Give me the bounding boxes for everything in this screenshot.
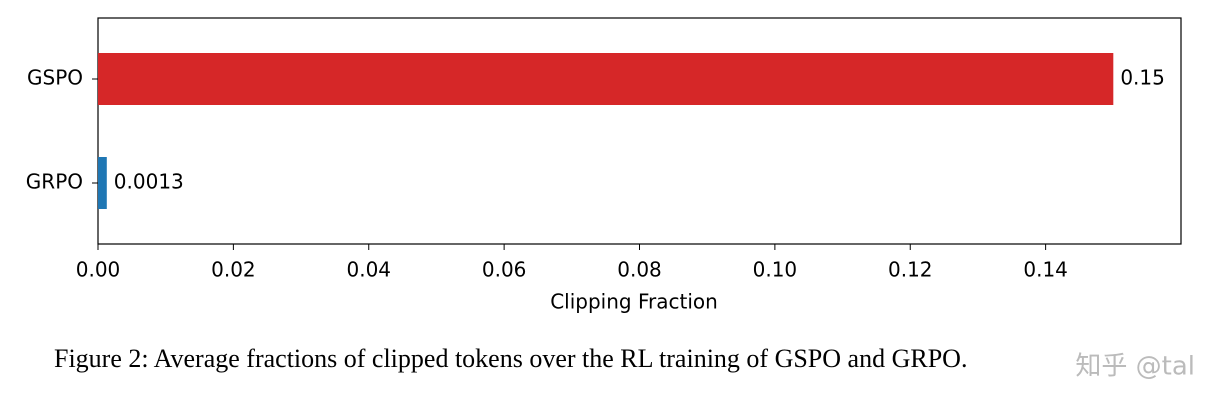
- x-tick-label: 0.08: [617, 258, 662, 282]
- bar: [98, 53, 1114, 105]
- x-tick-label: 0.04: [346, 258, 391, 282]
- caption: Figure 2: Average fractions of clipped t…: [54, 344, 967, 373]
- x-tick-label: 0.06: [482, 258, 527, 282]
- watermark: 知乎 @tal: [1075, 352, 1195, 382]
- x-tick-label: 0.10: [753, 258, 798, 282]
- x-tick-label: 0.02: [211, 258, 256, 282]
- x-tick-label: 0.00: [76, 258, 121, 282]
- value-label: 0.0013: [114, 170, 184, 194]
- x-tick-label: 0.14: [1023, 258, 1068, 282]
- plot-frame: [97, 17, 1182, 245]
- bar: [98, 157, 107, 209]
- x-axis-label: Clipping Fraction: [550, 290, 718, 314]
- x-tick-label: 0.12: [888, 258, 933, 282]
- y-tick-label: GSPO: [27, 66, 83, 90]
- y-tick-label: GRPO: [26, 170, 83, 194]
- value-label: 0.15: [1120, 66, 1165, 90]
